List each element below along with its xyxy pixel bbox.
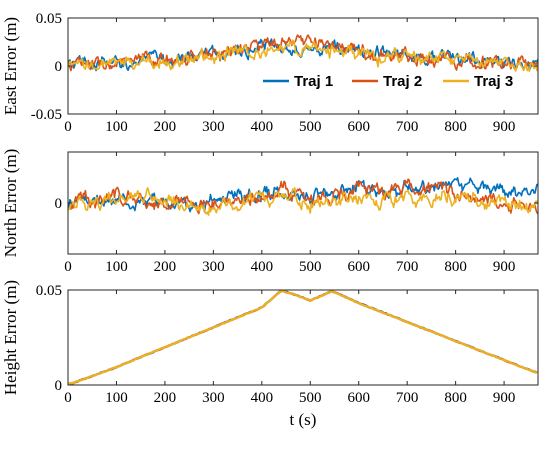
x-tick-label: 100 bbox=[105, 259, 128, 275]
x-tick-label: 900 bbox=[493, 259, 516, 275]
x-tick-label: 400 bbox=[251, 119, 274, 135]
x-tick-label: 0 bbox=[64, 390, 72, 406]
y-tick-label: -0.05 bbox=[31, 107, 62, 123]
axes-frame bbox=[67, 289, 539, 386]
x-tick-label: 600 bbox=[347, 119, 370, 135]
x-tick-label: 500 bbox=[299, 390, 322, 406]
x-tick-label: 0 bbox=[64, 119, 72, 135]
x-tick-label: 300 bbox=[202, 119, 225, 135]
panel-2: 0 100 200 300 400 500 600 700 800 900 0 North Error… bbox=[1, 149, 539, 275]
legend-label: Traj 2 bbox=[383, 73, 422, 90]
legend-label: Traj 1 bbox=[294, 73, 333, 90]
x-tick-label: 500 bbox=[299, 259, 322, 275]
x-axis-label: t (s) bbox=[290, 410, 317, 429]
x-tick-label: 700 bbox=[396, 119, 419, 135]
x-tick-label: 800 bbox=[444, 390, 467, 406]
x-tick-label: 300 bbox=[202, 259, 225, 275]
legend: Traj 1 Traj 2 Traj 3 bbox=[263, 73, 513, 90]
panel-3: 0 100 200 300 400 500 600 700 800 900 0 0.05 Height … bbox=[1, 280, 539, 429]
x-tick-label: 200 bbox=[154, 259, 177, 275]
x-tick-label: 900 bbox=[493, 119, 516, 135]
y-tick-label: 0.05 bbox=[36, 11, 62, 27]
x-tick-label: 300 bbox=[202, 390, 225, 406]
x-tick-label: 400 bbox=[251, 390, 274, 406]
series-line-traj-1 bbox=[68, 290, 538, 385]
x-tick-label: 900 bbox=[493, 390, 516, 406]
series-line-traj-2 bbox=[68, 34, 538, 72]
x-tick-label: 400 bbox=[251, 259, 274, 275]
legend-label: Traj 3 bbox=[474, 73, 513, 90]
x-tick-label: 800 bbox=[444, 259, 467, 275]
y-axis-label: North Error (m) bbox=[1, 149, 20, 258]
series-line-traj-3 bbox=[68, 290, 537, 385]
x-tick-label: 700 bbox=[396, 390, 419, 406]
y-tick-label: 0 bbox=[55, 59, 63, 75]
x-tick-label: 600 bbox=[347, 259, 370, 275]
x-tick-label: 800 bbox=[444, 119, 467, 135]
y-tick-label: 0.05 bbox=[36, 283, 62, 299]
y-tick-label: 0 bbox=[55, 378, 63, 394]
x-tick-label: 600 bbox=[347, 390, 370, 406]
x-tick-label: 100 bbox=[105, 390, 128, 406]
y-tick-label: 0 bbox=[55, 196, 63, 212]
series-line-traj-3 bbox=[68, 187, 538, 216]
series-line-traj-3 bbox=[68, 39, 538, 73]
panel-1: 0 100 200 300 400 500 600 700 800 900-0.0500.05Ea… bbox=[1, 11, 539, 135]
x-tick-label: 100 bbox=[105, 119, 128, 135]
y-axis-label: East Error (m) bbox=[1, 17, 20, 115]
series-line-traj-2 bbox=[68, 290, 538, 385]
x-tick-label: 200 bbox=[154, 390, 177, 406]
x-tick-label: 200 bbox=[154, 119, 177, 135]
y-axis-label: Height Error (m) bbox=[1, 280, 20, 395]
series-line-traj-2 bbox=[68, 178, 538, 215]
x-tick-label: 700 bbox=[396, 259, 419, 275]
x-tick-label: 0 bbox=[64, 259, 72, 275]
x-tick-label: 500 bbox=[299, 119, 322, 135]
